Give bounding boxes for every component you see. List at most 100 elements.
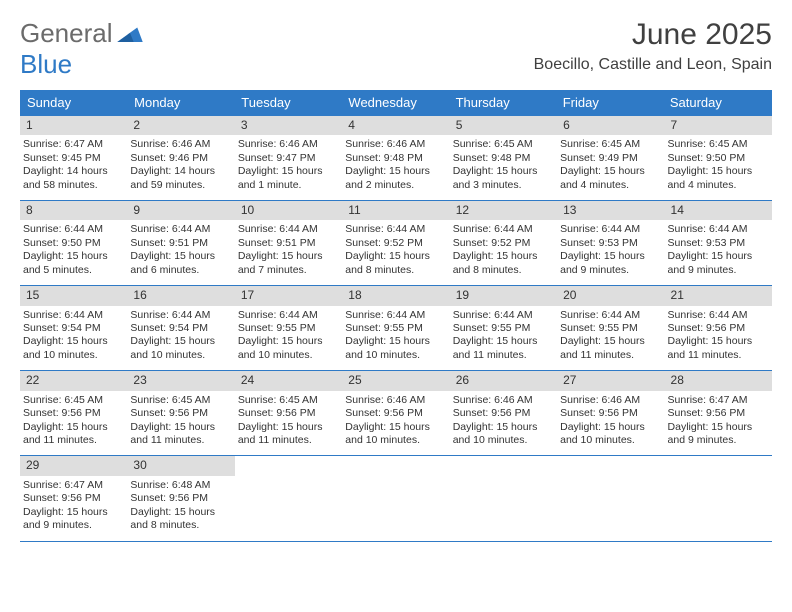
sunset-text: Sunset: 9:55 PM	[560, 322, 661, 335]
sunset-text: Sunset: 9:56 PM	[130, 407, 231, 420]
day-number: 25	[342, 371, 449, 390]
daylight-text-line1: Daylight: 14 hours	[130, 165, 231, 178]
sunset-text: Sunset: 9:55 PM	[238, 322, 339, 335]
day-number: 18	[342, 286, 449, 305]
sunset-text: Sunset: 9:53 PM	[668, 237, 769, 250]
sunset-text: Sunset: 9:47 PM	[238, 152, 339, 165]
day-number: 16	[127, 286, 234, 305]
sunset-text: Sunset: 9:56 PM	[668, 407, 769, 420]
calendar-day: 17Sunrise: 6:44 AMSunset: 9:55 PMDayligh…	[235, 286, 342, 370]
calendar-day: 11Sunrise: 6:44 AMSunset: 9:52 PMDayligh…	[342, 201, 449, 285]
day-number: 30	[127, 456, 234, 475]
sunrise-text: Sunrise: 6:46 AM	[560, 394, 661, 407]
sunset-text: Sunset: 9:45 PM	[23, 152, 124, 165]
page-title: June 2025	[534, 18, 772, 52]
sunset-text: Sunset: 9:51 PM	[130, 237, 231, 250]
sunrise-text: Sunrise: 6:47 AM	[668, 394, 769, 407]
calendar-day	[557, 456, 664, 540]
day-number: 12	[450, 201, 557, 220]
calendar-body: 1Sunrise: 6:47 AMSunset: 9:45 PMDaylight…	[20, 115, 772, 542]
calendar-day: 1 Sunrise: 6:47 AMSunset: 9:45 PMDaylight…	[20, 116, 127, 200]
sunset-text: Sunset: 9:54 PM	[23, 322, 124, 335]
daylight-text-line2: and 2 minutes.	[345, 179, 446, 192]
sunrise-text: Sunrise: 6:44 AM	[453, 309, 554, 322]
calendar-week: 1Sunrise: 6:47 AMSunset: 9:45 PMDaylight…	[20, 115, 772, 200]
daylight-text-line2: and 11 minutes.	[668, 349, 769, 362]
daylight-text-line2: and 8 minutes.	[453, 264, 554, 277]
daylight-text-line2: and 8 minutes.	[130, 519, 231, 532]
daylight-text-line2: and 9 minutes.	[23, 519, 124, 532]
calendar-day: 2Sunrise: 6:46 AMSunset: 9:46 PMDaylight…	[127, 116, 234, 200]
calendar-day: 30Sunrise: 6:48 AMSunset: 9:56 PMDayligh…	[127, 456, 234, 540]
sunrise-text: Sunrise: 6:47 AM	[23, 138, 124, 151]
sunrise-text: Sunrise: 6:45 AM	[560, 138, 661, 151]
calendar-day: 24Sunrise: 6:45 AMSunset: 9:56 PMDayligh…	[235, 371, 342, 455]
sunrise-text: Sunrise: 6:44 AM	[23, 309, 124, 322]
day-number: 10	[235, 201, 342, 220]
sunrise-text: Sunrise: 6:44 AM	[238, 223, 339, 236]
daylight-text-line1: Daylight: 15 hours	[453, 421, 554, 434]
daylight-text-line1: Daylight: 15 hours	[345, 165, 446, 178]
calendar-day: 18Sunrise: 6:44 AMSunset: 9:55 PMDayligh…	[342, 286, 449, 370]
daylight-text-line2: and 10 minutes.	[345, 349, 446, 362]
day-number: 9	[127, 201, 234, 220]
sunset-text: Sunset: 9:55 PM	[345, 322, 446, 335]
calendar-day: 9Sunrise: 6:44 AMSunset: 9:51 PMDaylight…	[127, 201, 234, 285]
sunrise-text: Sunrise: 6:45 AM	[238, 394, 339, 407]
sunset-text: Sunset: 9:46 PM	[130, 152, 231, 165]
calendar-day: 13Sunrise: 6:44 AMSunset: 9:53 PMDayligh…	[557, 201, 664, 285]
daylight-text-line2: and 4 minutes.	[668, 179, 769, 192]
calendar-day: 14Sunrise: 6:44 AMSunset: 9:53 PMDayligh…	[665, 201, 772, 285]
calendar-day: 29Sunrise: 6:47 AMSunset: 9:56 PMDayligh…	[20, 456, 127, 540]
sunrise-text: Sunrise: 6:44 AM	[560, 309, 661, 322]
calendar-week: 8Sunrise: 6:44 AMSunset: 9:50 PMDaylight…	[20, 200, 772, 285]
daylight-text-line1: Daylight: 15 hours	[560, 250, 661, 263]
daylight-text-line2: and 11 minutes.	[453, 349, 554, 362]
sunset-text: Sunset: 9:56 PM	[238, 407, 339, 420]
daylight-text-line1: Daylight: 15 hours	[345, 250, 446, 263]
daylight-text-line1: Daylight: 15 hours	[560, 335, 661, 348]
day-number: 5	[450, 116, 557, 135]
calendar-day: 23Sunrise: 6:45 AMSunset: 9:56 PMDayligh…	[127, 371, 234, 455]
daylight-text-line1: Daylight: 15 hours	[668, 250, 769, 263]
sunrise-text: Sunrise: 6:45 AM	[668, 138, 769, 151]
calendar-day: 10Sunrise: 6:44 AMSunset: 9:51 PMDayligh…	[235, 201, 342, 285]
day-number: 28	[665, 371, 772, 390]
daylight-text-line1: Daylight: 15 hours	[130, 335, 231, 348]
header: GeneralBlue June 2025 Boecillo, Castille…	[20, 18, 772, 80]
daylight-text-line2: and 9 minutes.	[668, 434, 769, 447]
sunrise-text: Sunrise: 6:46 AM	[238, 138, 339, 151]
daylight-text-line1: Daylight: 15 hours	[345, 421, 446, 434]
day-number: 11	[342, 201, 449, 220]
sunrise-text: Sunrise: 6:44 AM	[130, 309, 231, 322]
daylight-text-line2: and 1 minute.	[238, 179, 339, 192]
sunset-text: Sunset: 9:56 PM	[130, 492, 231, 505]
day-number: 29	[20, 456, 127, 475]
dow-sunday: Sunday	[21, 91, 128, 114]
day-number: 14	[665, 201, 772, 220]
daylight-text-line1: Daylight: 15 hours	[560, 421, 661, 434]
sunset-text: Sunset: 9:48 PM	[345, 152, 446, 165]
sunrise-text: Sunrise: 6:44 AM	[560, 223, 661, 236]
sunrise-text: Sunrise: 6:44 AM	[668, 309, 769, 322]
sunset-text: Sunset: 9:56 PM	[345, 407, 446, 420]
logo-triangle-icon	[117, 18, 143, 49]
day-number: 21	[665, 286, 772, 305]
daylight-text-line1: Daylight: 15 hours	[560, 165, 661, 178]
daylight-text-line1: Daylight: 15 hours	[23, 250, 124, 263]
dow-friday: Friday	[557, 91, 664, 114]
calendar-day: 15Sunrise: 6:44 AMSunset: 9:54 PMDayligh…	[20, 286, 127, 370]
day-number: 1	[20, 116, 127, 135]
dow-saturday: Saturday	[664, 91, 771, 114]
daylight-text-line2: and 8 minutes.	[345, 264, 446, 277]
day-number: 19	[450, 286, 557, 305]
sunrise-text: Sunrise: 6:45 AM	[453, 138, 554, 151]
daylight-text-line2: and 11 minutes.	[238, 434, 339, 447]
sunset-text: Sunset: 9:53 PM	[560, 237, 661, 250]
calendar-day	[235, 456, 342, 540]
daylight-text-line2: and 4 minutes.	[560, 179, 661, 192]
daylight-text-line1: Daylight: 14 hours	[23, 165, 124, 178]
daylight-text-line2: and 10 minutes.	[23, 349, 124, 362]
daylight-text-line2: and 10 minutes.	[345, 434, 446, 447]
daylight-text-line2: and 10 minutes.	[238, 349, 339, 362]
